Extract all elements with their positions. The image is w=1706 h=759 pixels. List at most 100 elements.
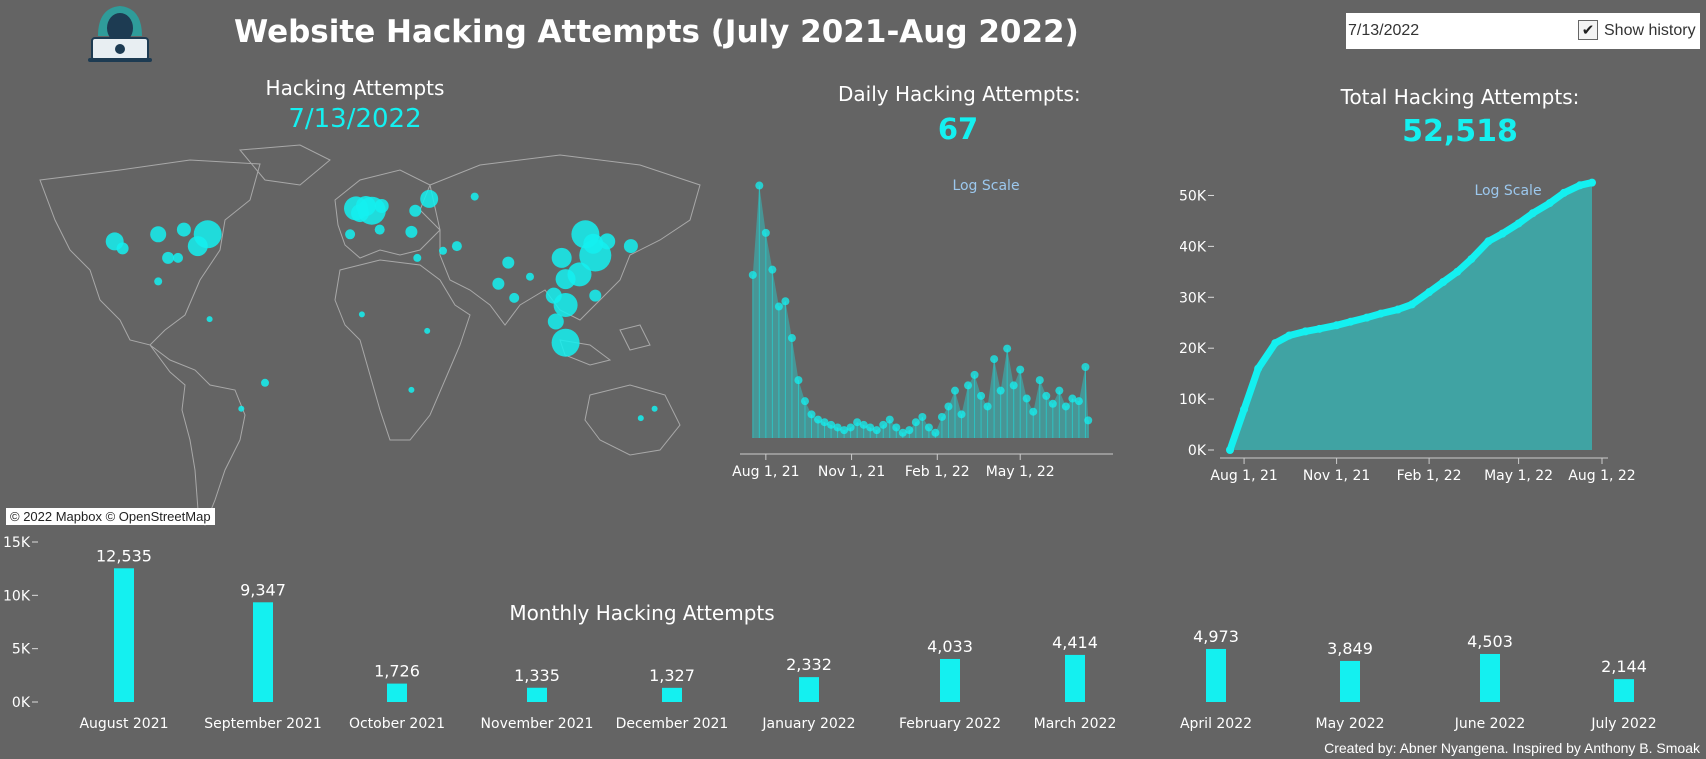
cum-point — [1332, 321, 1341, 330]
map-point — [420, 189, 439, 208]
daily-point — [937, 412, 946, 421]
map-point — [551, 247, 572, 268]
monthly-category-label: August 2021 — [79, 716, 168, 732]
cum-x-tick-label: Nov 1, 21 — [1303, 468, 1370, 484]
monthly-chart-title: Monthly Hacking Attempts — [509, 601, 774, 625]
daily-point — [866, 423, 875, 432]
daily-point — [787, 334, 796, 343]
daily-point — [761, 228, 770, 237]
daily-point — [846, 423, 855, 432]
daily-point — [807, 410, 816, 419]
map-point — [545, 287, 562, 304]
monthly-y-tick-label: 0K — [12, 695, 31, 711]
cumulative-chart[interactable]: 0K 10K 20K 30K 40K 50K Log Scale Aug 1, 21 Nov… — [1180, 170, 1700, 530]
monthly-category-label: October 2021 — [349, 716, 445, 732]
show-history-checkbox[interactable]: ✔ — [1578, 20, 1598, 40]
monthly-bar-label: 1,327 — [649, 666, 695, 685]
daily-point — [1048, 399, 1057, 408]
cum-point — [1240, 405, 1249, 414]
daily-point — [1022, 394, 1031, 403]
date-filter[interactable]: 7/13/2022 ✔ Show history — [1346, 13, 1700, 49]
cum-y-tick-label: 40K — [1180, 239, 1207, 255]
show-history-label[interactable]: Show history — [1604, 22, 1696, 39]
monthly-bar-label: 2,144 — [1601, 657, 1647, 676]
monthly-bar — [253, 602, 273, 702]
map-point — [345, 229, 356, 240]
cum-y-tick-label: 30K — [1180, 290, 1207, 306]
map-point — [651, 405, 658, 412]
map-point — [357, 196, 386, 225]
cum-point — [1514, 219, 1523, 228]
daily-chart[interactable]: 02004006008001000 Log Scale Aug 1, 21Nov… — [730, 150, 1210, 530]
monthly-bar-label: 1,335 — [514, 666, 560, 685]
cum-point — [1453, 267, 1462, 276]
daily-point — [964, 381, 973, 390]
map-point — [502, 256, 515, 269]
map-point — [492, 277, 505, 290]
map-point — [176, 222, 191, 237]
daily-point — [827, 420, 836, 429]
daily-point — [924, 423, 933, 432]
cum-point — [1545, 199, 1554, 208]
cum-point — [1467, 255, 1476, 264]
daily-point — [1074, 397, 1083, 406]
daily-point — [931, 428, 940, 437]
daily-area — [752, 185, 1089, 438]
daily-point — [814, 415, 823, 424]
monthly-bar — [1340, 660, 1360, 702]
cumulative-log-scale-label: Log Scale — [1474, 183, 1541, 199]
daily-point — [970, 370, 979, 379]
daily-point — [1084, 416, 1093, 425]
date-filter-value[interactable]: 7/13/2022 — [1348, 22, 1420, 39]
map-point — [424, 327, 431, 334]
map-point — [451, 241, 462, 252]
daily-point — [859, 420, 868, 429]
map-attribution[interactable]: © 2022 Mapbox © OpenStreetMap — [6, 508, 215, 525]
monthly-category-label: March 2022 — [1034, 716, 1117, 732]
cum-point — [1498, 229, 1507, 238]
map-point — [526, 272, 534, 281]
daily-x-axis: Aug 1, 21 Nov 1, 21 Feb 1, 22 May 1, 22 — [732, 453, 1113, 480]
cum-x-tick-label: Feb 1, 22 — [1397, 468, 1462, 484]
daily-point — [911, 418, 920, 427]
hacker-laptop-icon — [84, 2, 156, 64]
cum-y-tick-label: 0K — [1188, 443, 1207, 459]
monthly-y-tick-label: 5K — [12, 642, 31, 658]
daily-point — [853, 418, 862, 427]
daily-point — [957, 410, 966, 419]
map-point — [154, 277, 163, 286]
monthly-bar — [527, 687, 547, 702]
daily-point — [1042, 391, 1051, 400]
cum-point — [1346, 317, 1355, 326]
map-point — [555, 269, 576, 290]
daily-point — [872, 426, 881, 435]
monthly-bar-label: 9,347 — [240, 580, 286, 599]
monthly-category-label: December 2021 — [616, 716, 729, 732]
map-point — [206, 316, 213, 323]
cum-point — [1362, 313, 1371, 322]
monthly-bar — [1206, 648, 1226, 702]
world-map[interactable] — [0, 140, 712, 532]
map-point — [509, 292, 520, 303]
monthly-bar-label: 1,726 — [374, 662, 420, 681]
total-label: Total Hacking Attempts: — [1340, 85, 1580, 109]
cum-point — [1484, 237, 1493, 246]
daily-point — [996, 386, 1005, 395]
cum-y-tick-label: 20K — [1180, 341, 1207, 357]
monthly-category-label: July 2022 — [1590, 716, 1656, 732]
daily-point — [800, 397, 809, 406]
monthly-category-label: November 2021 — [481, 716, 594, 732]
daily-point — [774, 302, 783, 311]
daily-point — [885, 415, 894, 424]
cum-point — [1559, 188, 1568, 197]
monthly-chart[interactable]: 0K 5K 10K 15K 12,535 August 2021 9,347 Septemb… — [0, 528, 1706, 738]
daily-point — [950, 386, 959, 395]
country-outlines — [39, 144, 701, 527]
monthly-bar-label: 4,503 — [1467, 632, 1513, 651]
daily-point — [781, 297, 790, 306]
daily-x-tick-label: Nov 1, 21 — [818, 464, 885, 480]
cum-point — [1439, 278, 1448, 286]
monthly-bar — [662, 687, 682, 702]
map-point — [261, 378, 269, 387]
cum-x-tick-label: May 1, 22 — [1484, 468, 1553, 484]
